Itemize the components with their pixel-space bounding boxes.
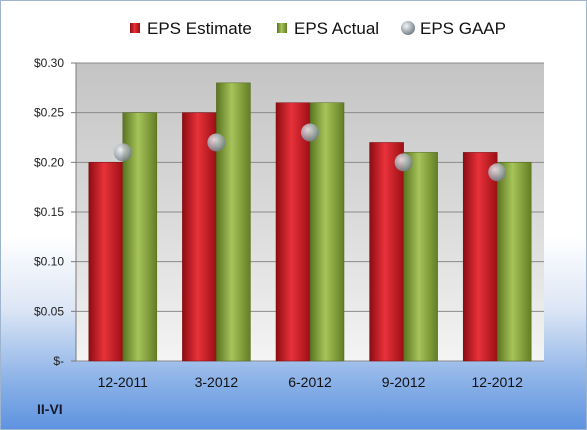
marker-eps-gaap — [301, 123, 319, 142]
x-tick-label: 6-2012 — [288, 374, 332, 390]
legend-label: EPS Estimate — [147, 19, 252, 38]
legend-item: EPS GAAP — [401, 19, 506, 38]
company-label: II-VI — [37, 401, 63, 417]
y-tick-label: $- — [53, 354, 64, 368]
y-tick-label: $0.10 — [34, 255, 64, 269]
bar-eps-estimate — [182, 112, 217, 362]
legend-item: EPS Actual — [277, 19, 379, 38]
y-tick-label: $0.15 — [34, 205, 64, 219]
bar-eps-estimate — [275, 102, 311, 362]
bar-eps-actual — [309, 102, 345, 362]
y-tick-label: $0.05 — [34, 304, 64, 318]
legend-item: EPS Estimate — [130, 19, 252, 38]
x-tick-label: 12-2011 — [98, 374, 149, 390]
marker-eps-gaap — [488, 163, 507, 182]
bar-eps-estimate — [462, 152, 498, 362]
x-axis-ticks: 12-2011 3-2012 6-2012 9-2012 12-2012 — [98, 374, 523, 390]
bar-eps-actual — [122, 112, 158, 362]
x-tick-label: 9-2012 — [382, 374, 426, 390]
legend-swatch — [401, 21, 415, 35]
x-tick-label: 12-2012 — [472, 374, 524, 390]
bar-eps-estimate — [369, 142, 404, 362]
legend: EPS Estimate EPS Actual EPS GAAP — [130, 19, 506, 38]
legend-label: EPS GAAP — [420, 19, 506, 38]
marker-eps-gaap — [394, 153, 413, 172]
bar-eps-actual — [403, 152, 438, 362]
legend-label: EPS Actual — [294, 19, 379, 38]
bar-eps-actual — [216, 82, 251, 362]
y-axis-ticks: $0.30 $0.25 $0.20 $0.15 $0.10 $0.05 $- — [34, 56, 64, 368]
marker-eps-gaap — [113, 143, 132, 162]
y-tick-label: $0.20 — [34, 155, 64, 169]
legend-swatch — [277, 23, 287, 33]
legend-swatch — [130, 23, 140, 33]
bars — [88, 82, 532, 362]
bar-eps-estimate — [88, 162, 124, 362]
bar-eps-actual — [496, 162, 532, 362]
gaap-markers — [113, 123, 507, 182]
y-tick-label: $0.25 — [34, 106, 64, 120]
x-tick-label: 3-2012 — [195, 374, 239, 390]
y-tick-label: $0.30 — [34, 56, 64, 70]
marker-eps-gaap — [207, 133, 226, 152]
